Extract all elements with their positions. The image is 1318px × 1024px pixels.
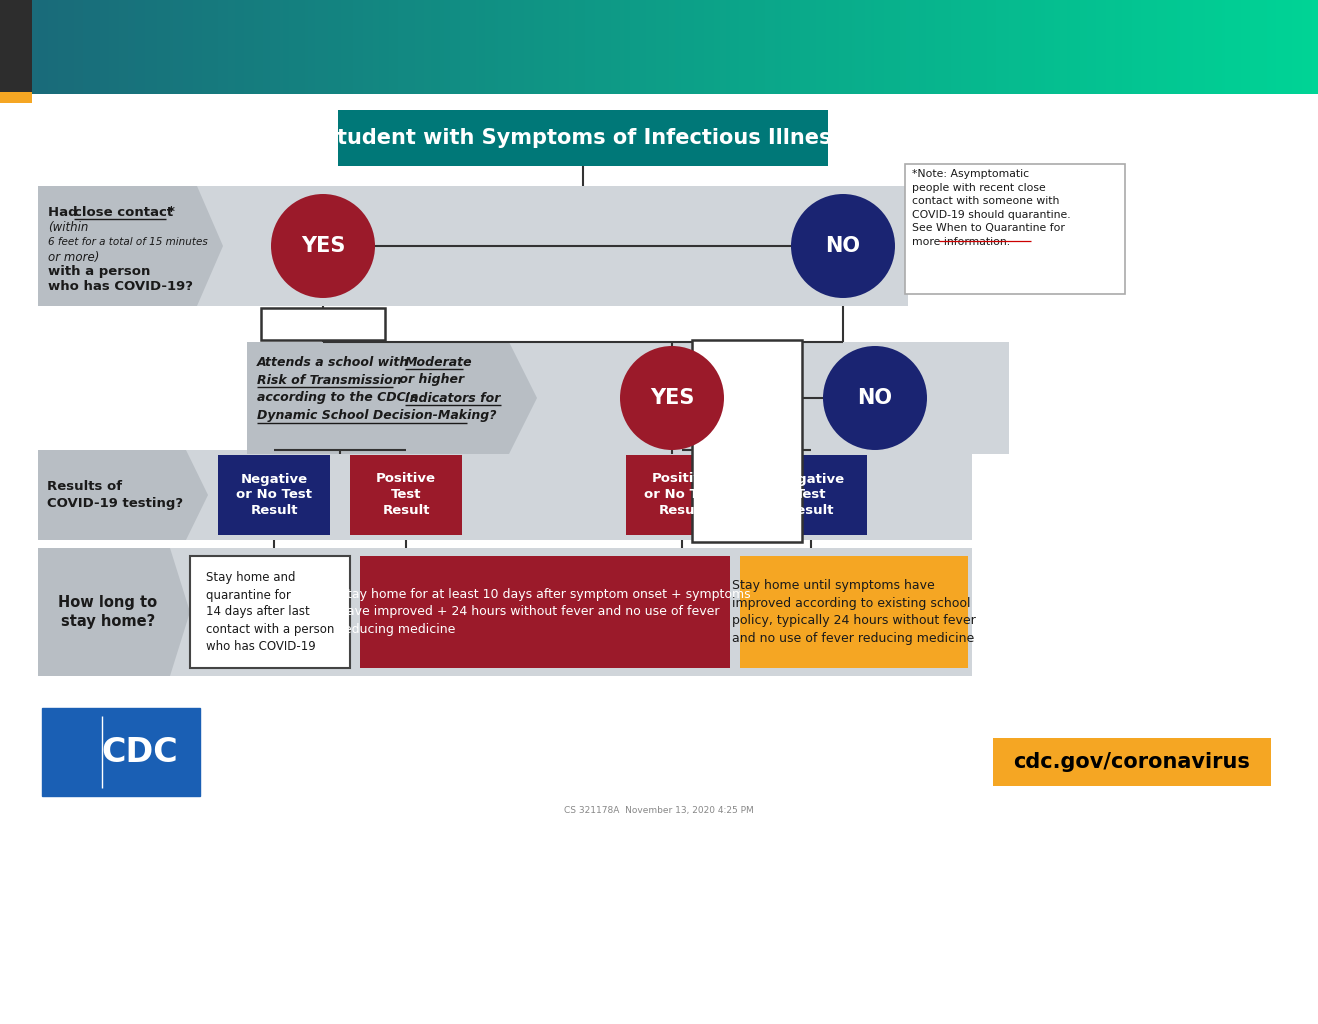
Bar — [755, 455, 867, 535]
Text: Risk of Transmission: Risk of Transmission — [257, 374, 402, 386]
Text: 6 feet for a total of 15 minutes: 6 feet for a total of 15 minutes — [47, 237, 208, 247]
Text: or higher: or higher — [395, 374, 464, 386]
Polygon shape — [38, 450, 208, 540]
Text: with a person: with a person — [47, 265, 150, 279]
Text: (within: (within — [47, 221, 88, 234]
Text: YES: YES — [650, 388, 695, 408]
Polygon shape — [38, 548, 190, 676]
Bar — [217, 455, 330, 535]
Bar — [246, 342, 1010, 454]
Text: Positive
Test
Result: Positive Test Result — [376, 472, 436, 517]
Polygon shape — [38, 186, 223, 306]
Text: Negative
Test
Result: Negative Test Result — [778, 472, 845, 517]
Ellipse shape — [272, 194, 376, 298]
Text: Had: Had — [47, 206, 82, 218]
Text: Moderate: Moderate — [405, 355, 473, 369]
Ellipse shape — [791, 194, 895, 298]
Bar — [992, 738, 1271, 786]
Bar — [626, 455, 738, 535]
Text: Positive
or No Test
Result: Positive or No Test Result — [645, 472, 720, 517]
Text: COVID-19 SCHOOL SYMPTOM SCREENING FLOWCHART: COVID-19 SCHOOL SYMPTOM SCREENING FLOWCH… — [62, 32, 1039, 62]
Text: Attends a school with: Attends a school with — [257, 355, 414, 369]
Text: cdc.gov/coronavirus: cdc.gov/coronavirus — [1014, 752, 1251, 772]
Text: YES: YES — [301, 236, 345, 256]
Text: CS 321178A  November 13, 2020 4:25 PM: CS 321178A November 13, 2020 4:25 PM — [564, 806, 754, 814]
Bar — [360, 556, 730, 668]
Bar — [0, 92, 32, 103]
Text: who has COVID-19?: who has COVID-19? — [47, 280, 192, 293]
Bar — [38, 450, 971, 540]
Text: Student with Symptoms of Infectious Illness: Student with Symptoms of Infectious Illn… — [322, 128, 844, 148]
Text: Dynamic School Decision-Making?: Dynamic School Decision-Making? — [257, 410, 497, 423]
Bar — [42, 708, 200, 796]
Polygon shape — [246, 342, 536, 454]
Text: How long to
stay home?: How long to stay home? — [58, 595, 158, 630]
Ellipse shape — [822, 346, 927, 450]
Text: close contact: close contact — [74, 206, 173, 218]
Bar — [190, 556, 351, 668]
Text: Negative
or No Test
Result: Negative or No Test Result — [236, 472, 312, 517]
Bar — [692, 340, 801, 542]
Bar — [905, 164, 1126, 294]
Text: according to the CDC’s: according to the CDC’s — [257, 391, 422, 404]
Text: Stay home and
quarantine for
14 days after last
contact with a person
who has CO: Stay home and quarantine for 14 days aft… — [206, 571, 335, 652]
Bar — [0, 0, 32, 94]
Bar — [38, 548, 971, 676]
Bar — [351, 455, 463, 535]
Text: NO: NO — [858, 388, 892, 408]
Text: Indicators for: Indicators for — [405, 391, 501, 404]
Text: *: * — [167, 206, 175, 218]
Bar — [739, 556, 967, 668]
Text: Stay home until symptoms have
improved according to existing school
policy, typi: Stay home until symptoms have improved a… — [731, 580, 975, 645]
Text: Stay home for at least 10 days after symptom onset + symptoms
have improved + 24: Stay home for at least 10 days after sym… — [339, 588, 751, 636]
Text: Results of
COVID-19 testing?: Results of COVID-19 testing? — [47, 480, 183, 510]
Text: NO: NO — [825, 236, 861, 256]
Text: CDC: CDC — [101, 735, 178, 768]
Bar — [261, 308, 385, 340]
Bar — [337, 110, 828, 166]
Text: or more): or more) — [47, 252, 99, 264]
Bar — [38, 186, 908, 306]
Ellipse shape — [619, 346, 724, 450]
Text: *Note: Asymptomatic
people with recent close
contact with someone with
COVID-19 : *Note: Asymptomatic people with recent c… — [912, 169, 1070, 247]
